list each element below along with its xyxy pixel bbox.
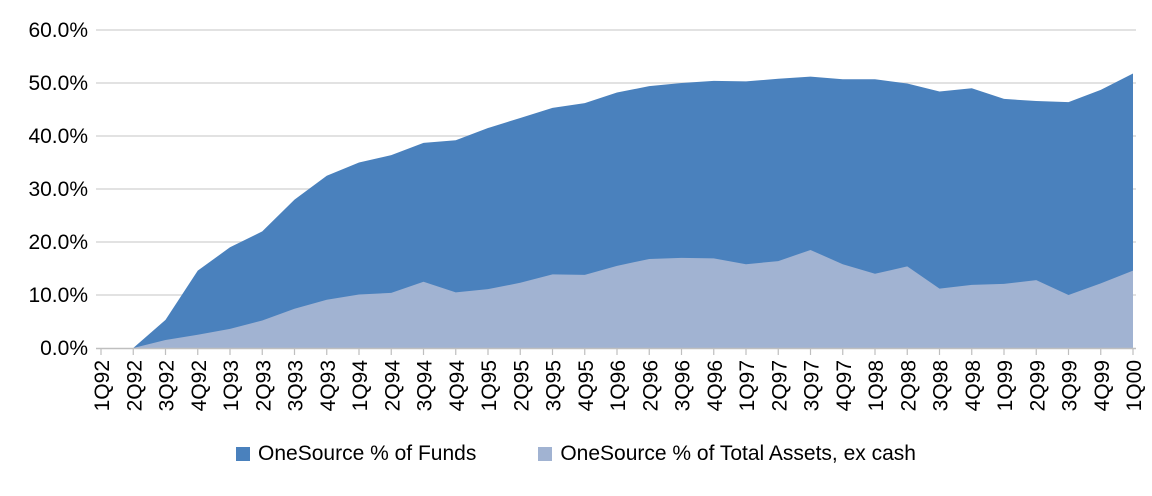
x-tick-label: 3Q96 [672, 360, 695, 411]
series-area-1 [101, 249, 1133, 348]
legend-label-assets: OneSource % of Total Assets, ex cash [560, 442, 916, 465]
x-tick-label: 4Q94 [446, 360, 469, 412]
x-tick-label: 3Q97 [801, 360, 824, 411]
x-tick-label: 1Q94 [349, 360, 372, 412]
x-tick-label: 4Q92 [188, 360, 211, 411]
x-tick-label: 4Q99 [1091, 360, 1114, 411]
y-tick-label: 50.0% [28, 72, 88, 95]
x-tick-label: 1Q93 [220, 360, 243, 411]
legend-item-funds: OneSource % of Funds [236, 442, 476, 466]
x-tick-label: 2Q94 [381, 360, 404, 412]
x-tick-label: 2Q96 [639, 360, 662, 411]
x-tick-label: 4Q98 [962, 360, 985, 411]
y-tick-label: 20.0% [28, 231, 88, 254]
x-tick-label: 2Q99 [1026, 360, 1049, 411]
plot-area: 0.0% 10.0% 20.0% 30.0% 40.0% 50.0% 60.0% 1Q92 2Q… [28, 19, 1146, 412]
x-tick-label: 1Q95 [478, 360, 501, 411]
x-tick-label: 2Q95 [510, 360, 533, 411]
y-tick-label: 10.0% [28, 284, 88, 307]
x-tick-label: 4Q96 [704, 360, 727, 411]
x-tick-label: 1Q92 [91, 360, 114, 411]
x-tick-label: 1Q98 [865, 360, 888, 411]
x-tick-label: 3Q98 [930, 360, 953, 411]
legend-swatch-funds-icon [236, 447, 251, 461]
y-tick-label: 0.0% [40, 337, 88, 360]
x-tick-label: 1Q00 [1123, 360, 1146, 411]
x-tick-label: 3Q93 [285, 360, 308, 411]
legend-swatch-assets-icon [538, 447, 553, 461]
x-tick-label: 4Q97 [833, 360, 856, 411]
x-tick-label: 2Q93 [252, 360, 275, 411]
x-tick-label: 3Q95 [543, 360, 566, 411]
x-tick-label: 4Q95 [575, 360, 598, 411]
legend-label-funds: OneSource % of Funds [258, 442, 477, 465]
x-tick-label: 3Q99 [1059, 360, 1082, 411]
x-tick-label: 2Q92 [123, 360, 146, 411]
x-tick-label: 2Q98 [897, 360, 920, 411]
y-tick-label: 60.0% [28, 19, 88, 42]
legend-item-assets: OneSource % of Total Assets, ex cash [538, 442, 916, 466]
x-tick-label: 3Q92 [156, 360, 179, 411]
x-tick-label: 2Q97 [768, 360, 791, 411]
chart-legend: OneSource % of Funds OneSource % of Tota… [0, 437, 1152, 471]
y-tick-label: 40.0% [28, 125, 88, 148]
x-tick-label: 1Q97 [736, 360, 759, 411]
x-tick-label: 1Q99 [994, 360, 1017, 411]
x-tick-label: 1Q96 [607, 360, 630, 411]
y-tick-label: 30.0% [28, 178, 88, 201]
x-tick-label: 3Q94 [414, 360, 437, 412]
x-tick-label: 4Q93 [317, 360, 340, 411]
